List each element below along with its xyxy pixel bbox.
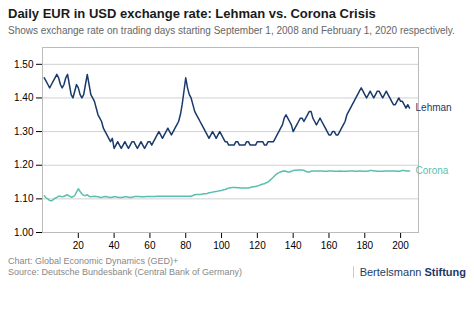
svg-text:120: 120 — [249, 240, 266, 251]
svg-text:Corona: Corona — [416, 165, 449, 176]
svg-text:80: 80 — [180, 240, 192, 251]
svg-text:1.00: 1.00 — [14, 227, 34, 238]
svg-text:1.50: 1.50 — [14, 59, 34, 70]
svg-text:1.20: 1.20 — [14, 159, 34, 170]
html-text:Bertelsmann Stiftung: Bertelsmann Stiftung — [359, 266, 466, 278]
html-text:Chart: Global Economic Dynamic: Chart: Global Economic Dynamics (GED)+ — [8, 256, 179, 266]
svg-text:Lehman: Lehman — [416, 102, 452, 113]
svg-text:1.10: 1.10 — [14, 193, 34, 204]
html-text:Source: Deutsche Bundesbank (C: Source: Deutsche Bundesbank (Central Ban… — [8, 267, 243, 277]
svg-text:20: 20 — [73, 240, 85, 251]
svg-text:100: 100 — [213, 240, 230, 251]
svg-text:200: 200 — [392, 240, 409, 251]
svg-text:180: 180 — [356, 240, 373, 251]
html-text:Daily EUR in USD exchange rate: Daily EUR in USD exchange rate: Lehman v… — [8, 6, 376, 21]
svg-text:160: 160 — [321, 240, 338, 251]
svg-text:40: 40 — [109, 240, 121, 251]
svg-text:140: 140 — [285, 240, 302, 251]
html-text:Shows exchange rate on trading: Shows exchange rate on trading days star… — [8, 25, 455, 36]
svg-text:60: 60 — [144, 240, 156, 251]
svg-text:1.40: 1.40 — [14, 92, 34, 103]
svg-text:1.30: 1.30 — [14, 126, 34, 137]
